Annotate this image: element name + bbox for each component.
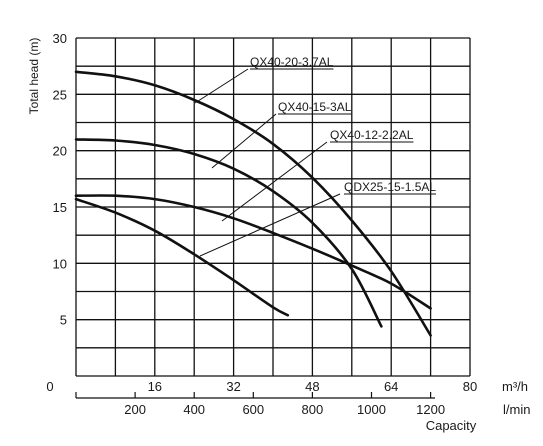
x-tick-label-lmin: 1000	[357, 402, 386, 417]
series-label-qx40-20-3-7al: QX40-20-3.7AL	[250, 55, 334, 69]
series-label-leader	[221, 141, 328, 222]
curves	[74, 70, 432, 337]
y-tick-label: 30	[53, 31, 67, 46]
y-axis-title: Total head (m)	[27, 38, 41, 115]
curve-qx40-15-3al	[74, 138, 383, 328]
x-tick-label-m3h: 64	[384, 379, 398, 394]
x-tick-labels-m3h: 16 32 48 64 80	[148, 379, 478, 394]
x-tick-label-lmin: 1200	[416, 402, 445, 417]
x-tick-label-m3h: 32	[226, 379, 240, 394]
x-tick-label-lmin: 400	[183, 402, 205, 417]
x-tick-label-lmin: 200	[124, 402, 146, 417]
y-tick-label: 10	[53, 256, 67, 271]
series-label-leader	[211, 113, 277, 169]
label-leaders	[194, 68, 437, 257]
x-tick-labels-lmin: 200 400 600 800 1000 1200	[124, 402, 445, 417]
y-tick-label: 25	[53, 87, 67, 102]
series-labels: QX40-20-3.7AL QX40-15-3AL QX40-12-2.2AL QDX…	[250, 55, 436, 194]
series-label-qdx25-15-1-5al: QDX25-15-1.5AL	[344, 180, 436, 194]
x-tick-label-m3h: 80	[463, 379, 477, 394]
series-label-qx40-12-2-2al: QX40-12-2.2AL	[330, 128, 414, 142]
x-axis-title: Capacity	[426, 418, 477, 433]
y-tick-labels: 5 10 15 20 25 30	[53, 31, 67, 328]
curve-qx40-20-3-7al	[74, 70, 432, 337]
series-label-qx40-15-3al: QX40-15-3AL	[278, 100, 352, 114]
x-unit-lmin: l/min	[503, 402, 530, 417]
x-tick-label-lmin: 600	[242, 402, 264, 417]
series-label-leader	[194, 68, 249, 104]
x-tick-label-lmin: 800	[302, 402, 324, 417]
x-unit-m3h: m³/h	[502, 379, 528, 394]
y-tick-label: 15	[53, 200, 67, 215]
x-tick-label-m3h: 48	[305, 379, 319, 394]
curve-qdx25-15-1-5al	[74, 197, 290, 317]
series-label-leader	[199, 193, 341, 257]
x-tick-label-m3h: 16	[148, 379, 162, 394]
y-tick-label: 20	[53, 144, 67, 159]
y-tick-label: 5	[60, 313, 67, 328]
lmin-axis	[75, 392, 435, 399]
curve-qx40-12-2-2al	[74, 194, 432, 310]
grid	[75, 37, 471, 399]
origin-label: 0	[46, 379, 53, 394]
